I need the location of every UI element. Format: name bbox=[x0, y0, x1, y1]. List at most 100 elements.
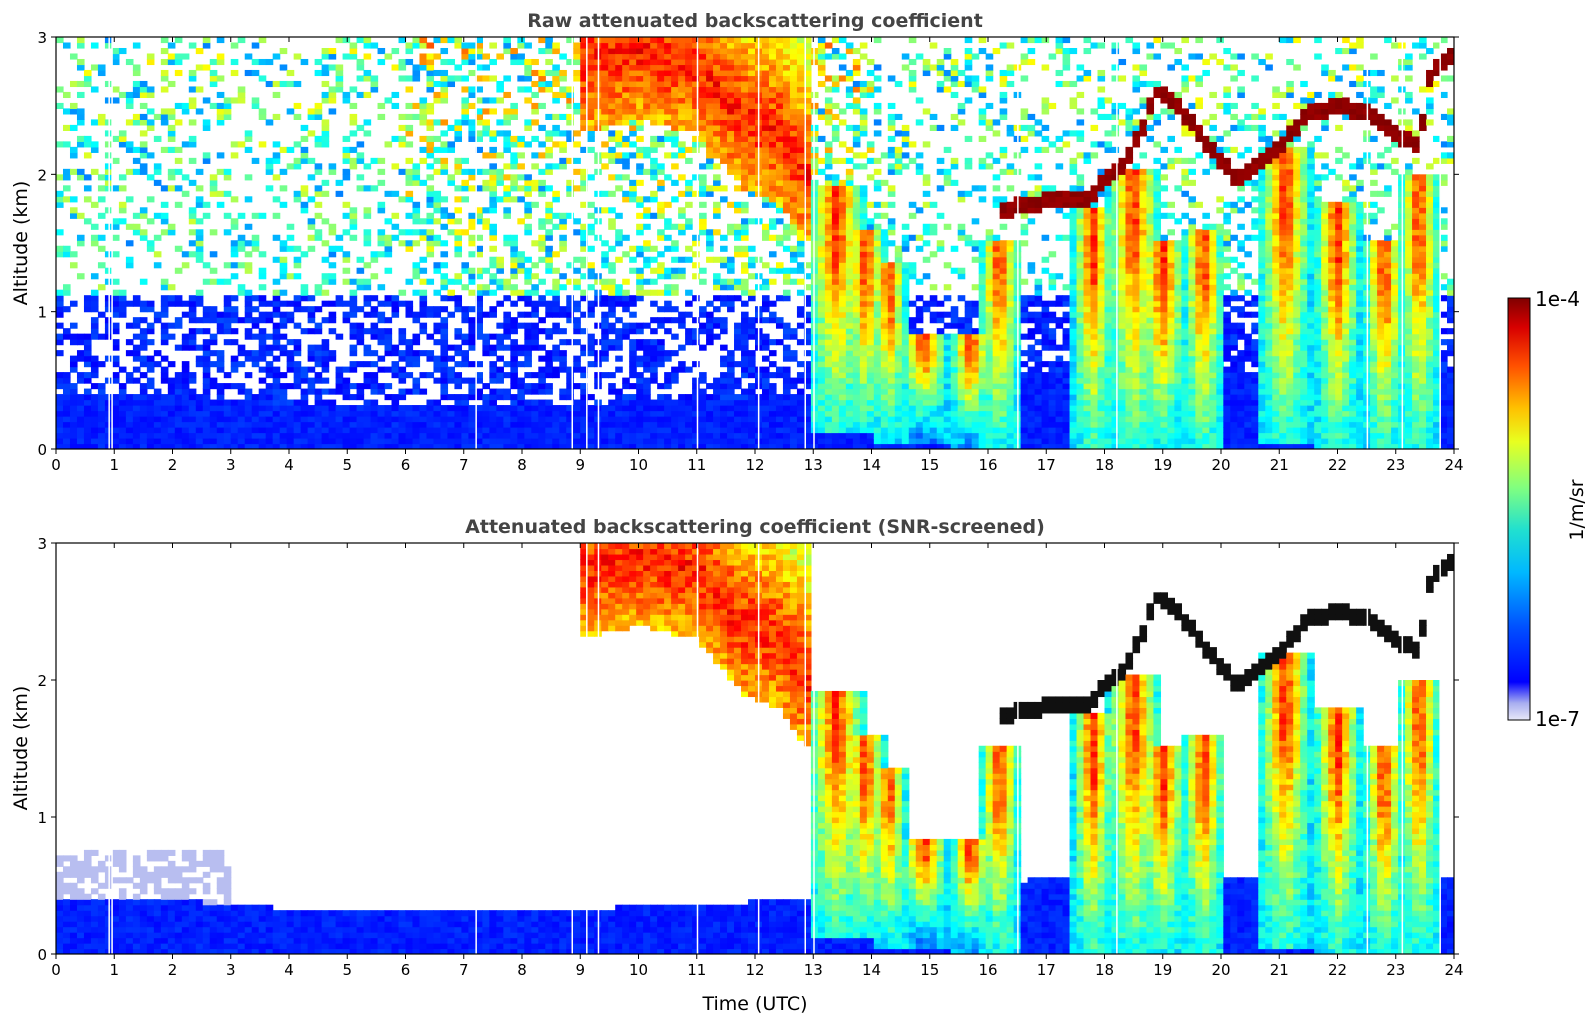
heatmap-cell bbox=[76, 339, 85, 346]
heatmap-cell bbox=[230, 361, 239, 368]
heatmap-cell bbox=[873, 350, 882, 357]
heatmap-cell bbox=[622, 58, 630, 66]
heatmap-cell bbox=[510, 152, 518, 159]
heatmap-cell bbox=[643, 152, 651, 159]
heatmap-cell bbox=[181, 405, 190, 412]
heatmap-cell bbox=[678, 317, 686, 324]
heatmap-cell bbox=[258, 212, 267, 219]
heatmap-cell bbox=[321, 53, 330, 60]
heatmap-cell bbox=[524, 256, 532, 263]
heatmap-cell bbox=[706, 97, 714, 104]
heatmap-cell bbox=[412, 240, 421, 247]
heatmap-cell bbox=[223, 190, 232, 197]
heatmap-cell bbox=[167, 361, 176, 368]
heatmap-cell bbox=[356, 383, 365, 390]
heatmap-cell bbox=[265, 383, 274, 390]
heatmap-cell bbox=[258, 399, 267, 406]
heatmap-cell bbox=[412, 168, 421, 175]
heatmap-cell bbox=[216, 421, 225, 428]
heatmap-cell bbox=[859, 185, 868, 192]
heatmap-cell bbox=[391, 366, 400, 373]
heatmap-cell bbox=[111, 223, 120, 230]
heatmap-cell bbox=[824, 388, 833, 395]
heatmap-cell bbox=[873, 37, 882, 44]
heatmap-cell bbox=[244, 311, 253, 318]
heatmap-cell bbox=[838, 234, 847, 241]
heatmap-cell bbox=[559, 394, 567, 401]
heatmap-cell bbox=[503, 119, 511, 126]
heatmap-cell bbox=[209, 317, 218, 324]
heatmap-cell bbox=[314, 135, 323, 142]
heatmap-cell bbox=[636, 410, 644, 417]
heatmap-cell bbox=[615, 388, 623, 395]
heatmap-cell bbox=[796, 53, 805, 60]
heatmap-cell bbox=[265, 361, 274, 368]
heatmap-cell bbox=[720, 322, 728, 329]
heatmap-cell bbox=[713, 64, 721, 71]
heatmap-cell bbox=[796, 322, 805, 329]
heatmap-cell bbox=[741, 245, 749, 252]
heatmap-cell bbox=[761, 86, 770, 93]
heatmap-cell bbox=[699, 416, 707, 423]
heatmap-cell bbox=[230, 339, 239, 346]
heatmap-cell bbox=[384, 350, 393, 357]
heatmap-cell bbox=[845, 86, 854, 93]
heatmap-cell bbox=[845, 234, 854, 241]
heatmap-cell bbox=[706, 124, 714, 131]
heatmap-cell bbox=[412, 339, 421, 346]
heatmap-cell bbox=[279, 443, 288, 449]
heatmap-cell bbox=[761, 383, 770, 390]
heatmap-cell bbox=[174, 405, 183, 412]
heatmap-cell bbox=[181, 311, 190, 318]
heatmap-cell bbox=[321, 438, 330, 445]
heatmap-cell bbox=[76, 427, 85, 434]
heatmap-cell bbox=[321, 399, 330, 406]
heatmap-cell bbox=[643, 212, 651, 219]
heatmap-cell bbox=[370, 421, 379, 428]
heatmap-cell bbox=[796, 377, 805, 384]
heatmap-cell bbox=[866, 383, 875, 390]
heatmap-cell bbox=[824, 141, 833, 148]
heatmap-cell bbox=[461, 399, 470, 406]
heatmap-cell bbox=[363, 361, 372, 368]
heatmap-cell bbox=[643, 207, 651, 214]
heatmap-cell bbox=[328, 410, 337, 417]
heatmap-cell bbox=[181, 377, 190, 384]
heatmap-cell bbox=[272, 438, 281, 445]
heatmap-cell bbox=[706, 157, 714, 164]
heatmap-cell bbox=[796, 399, 805, 406]
heatmap-cell bbox=[377, 168, 386, 175]
heatmap-cell bbox=[706, 256, 714, 263]
heatmap-cell bbox=[286, 361, 295, 368]
heatmap-cell bbox=[741, 80, 749, 88]
heatmap-cell bbox=[552, 163, 560, 170]
heatmap-cell bbox=[531, 108, 539, 115]
heatmap-cell bbox=[440, 168, 449, 175]
heatmap-cell bbox=[789, 53, 798, 60]
heatmap-cell bbox=[852, 443, 861, 449]
heatmap-cell bbox=[601, 432, 609, 439]
heatmap-cell bbox=[279, 350, 288, 357]
heatmap-cell bbox=[510, 174, 518, 181]
heatmap-cell bbox=[699, 344, 707, 351]
heatmap-cell bbox=[216, 190, 225, 197]
heatmap-cell bbox=[761, 196, 770, 203]
heatmap-cell bbox=[727, 267, 735, 274]
heatmap-cell bbox=[636, 295, 644, 302]
heatmap-cell bbox=[608, 306, 616, 313]
heatmap-cell bbox=[615, 141, 623, 148]
heatmap-cell bbox=[412, 267, 421, 274]
heatmap-cell bbox=[852, 190, 861, 197]
heatmap-cell bbox=[545, 212, 553, 219]
heatmap-cell bbox=[216, 432, 225, 439]
heatmap-cell bbox=[587, 311, 595, 318]
heatmap-cell bbox=[824, 443, 833, 449]
heatmap-cell bbox=[209, 58, 218, 66]
heatmap-cell bbox=[468, 278, 476, 285]
heatmap-cell bbox=[195, 240, 204, 247]
heatmap-cell bbox=[796, 119, 805, 126]
heatmap-cell bbox=[125, 443, 134, 449]
heatmap-cell bbox=[391, 102, 400, 110]
heatmap-cell bbox=[657, 322, 665, 329]
heatmap-cell bbox=[615, 394, 623, 401]
